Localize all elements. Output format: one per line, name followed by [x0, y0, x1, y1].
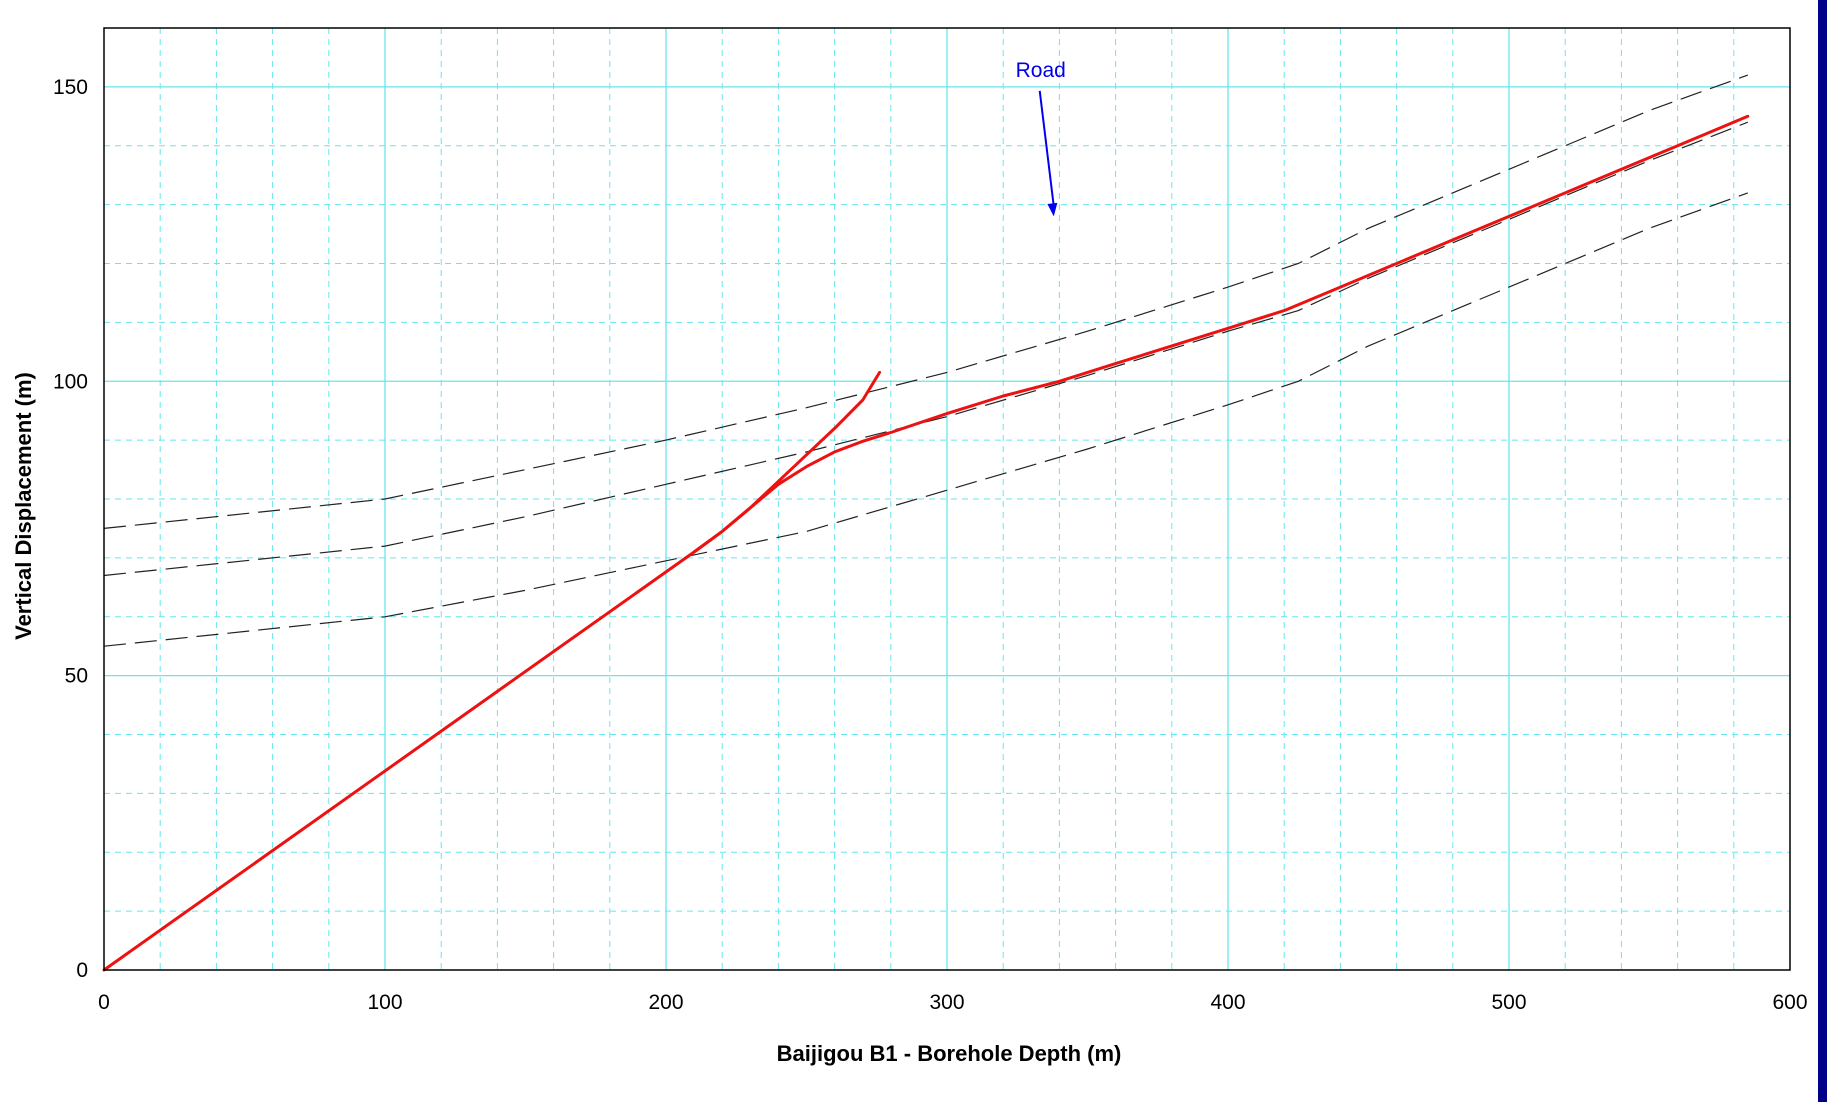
x-tick-labels: 0 100 200 300 400 500 600	[98, 991, 1807, 1014]
y-tick-labels: 0 50 100 150	[53, 76, 88, 982]
x-tick-label: 500	[1491, 991, 1526, 1014]
dashed-series-line	[103, 121, 1749, 577]
x-tick-label: 100	[367, 991, 402, 1014]
y-tick-label: 150	[53, 76, 88, 99]
red-series-line	[692, 370, 882, 554]
x-tick-label: 400	[1210, 991, 1245, 1014]
plot-area-border	[103, 27, 1791, 971]
x-tick-label: 600	[1772, 991, 1807, 1014]
x-tick-label: 0	[98, 991, 110, 1014]
y-axis-label: Vertical Displacement (m)	[11, 372, 36, 640]
y-tick-label: 50	[65, 665, 88, 688]
major-gridlines	[104, 28, 1790, 970]
y-tick-label: 0	[76, 959, 88, 982]
dashed-series-line	[103, 192, 1749, 647]
road-annotation-label: Road	[1016, 59, 1066, 82]
annotation-layer: Road	[1016, 59, 1066, 217]
road-annotation-arrowhead	[1047, 202, 1058, 217]
y-tick-label: 100	[53, 370, 88, 393]
road-annotation-arrow-line	[1038, 90, 1055, 207]
dashed-series-line	[103, 74, 1749, 529]
x-tick-label: 300	[929, 991, 964, 1014]
series-layer	[102, 74, 1750, 972]
x-axis-label: Baijigou B1 - Borehole Depth (m)	[777, 1041, 1122, 1066]
x-tick-label: 200	[648, 991, 683, 1014]
red-series-line	[102, 114, 1750, 972]
window-edge-bar	[1818, 0, 1827, 1102]
